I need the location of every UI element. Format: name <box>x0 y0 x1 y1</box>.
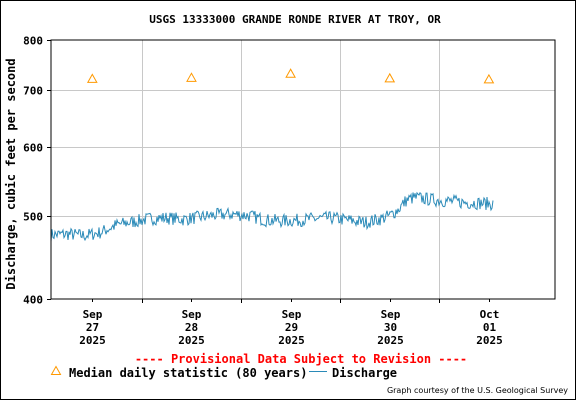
x-tick-label: Sep <box>381 308 401 321</box>
y-tick-label: 500 <box>23 211 43 224</box>
legend-median-marker <box>50 365 62 375</box>
median-marker <box>384 72 396 83</box>
x-tick-label: 2025 <box>377 334 404 347</box>
series-layer <box>50 68 495 242</box>
plot-area <box>50 39 556 300</box>
x-tick-label: 27 <box>86 321 99 334</box>
x-tick-label: 2025 <box>79 334 106 347</box>
x-tick-label: 30 <box>384 321 397 334</box>
median-marker <box>285 68 296 78</box>
y-axis: 400 500 600 700 800 <box>23 35 51 307</box>
y-tick-label: 700 <box>23 85 43 98</box>
x-tick-label: 01 <box>483 321 497 334</box>
x-tick-label: Sep <box>83 308 103 321</box>
credit-text: Graph courtesy of the U.S. Geological Su… <box>387 386 568 395</box>
provisional-notice: ---- Provisional Data Subject to Revisio… <box>135 352 467 366</box>
grid <box>51 40 555 299</box>
x-tick-label: Sep <box>282 308 302 321</box>
x-tick-label: Oct <box>480 308 500 321</box>
x-tick-label: 29 <box>285 321 298 334</box>
legend-median-label: Median daily statistic (80 years) <box>69 366 307 380</box>
chart-title: USGS 13333000 GRANDE RONDE RIVER AT TROY… <box>149 13 441 26</box>
legend-discharge-label: Discharge <box>332 366 397 380</box>
x-tick-label: 2025 <box>178 334 205 347</box>
y-tick-label: 600 <box>23 142 43 155</box>
x-axis: Sep272025Sep282025Sep292025Sep302025Oct0… <box>79 299 503 347</box>
x-tick-label: Sep <box>182 308 202 321</box>
discharge-line <box>50 191 494 242</box>
median-marker <box>86 73 98 83</box>
median-marker <box>186 72 197 82</box>
y-tick-label: 800 <box>23 35 43 48</box>
x-tick-label: 2025 <box>278 334 305 347</box>
x-tick-label: 28 <box>185 321 198 334</box>
median-marker <box>483 73 495 84</box>
y-tick-label: 400 <box>23 294 43 307</box>
legend: Median daily statistic (80 years) Discha… <box>50 365 397 380</box>
x-tick-label: 2025 <box>476 334 503 347</box>
y-axis-label: Discharge, cubic feet per second <box>4 58 18 289</box>
